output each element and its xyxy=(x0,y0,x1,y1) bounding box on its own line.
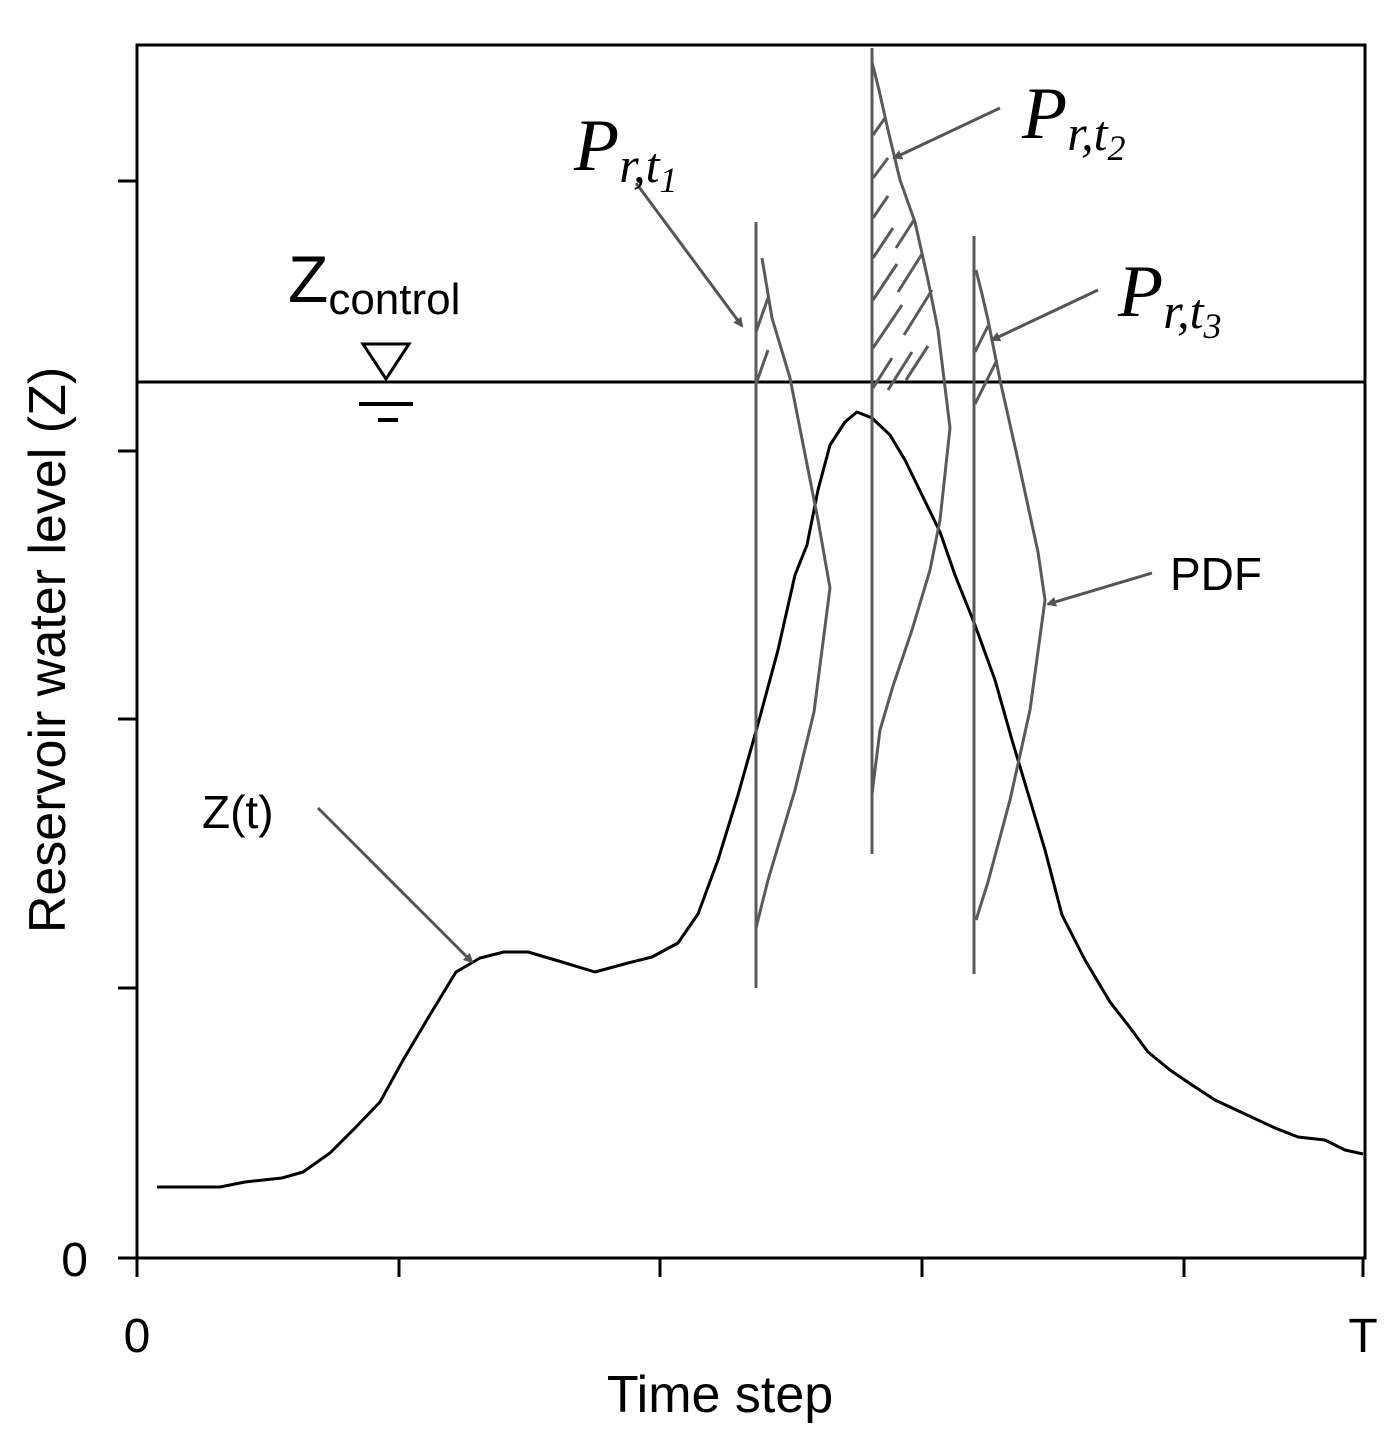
arrow-p2 xyxy=(892,106,1001,160)
y-ticks xyxy=(118,179,137,1260)
arrow-zt xyxy=(316,806,474,964)
pdf-t3-curve xyxy=(974,269,1047,921)
p-label-t3-base: P xyxy=(1117,251,1163,333)
y-axis-title: Reservoir water level (Z) xyxy=(19,367,77,933)
pdf-t1-hatch xyxy=(754,297,770,333)
z-control-label: Zcontrol xyxy=(288,242,460,324)
z-control-symbol: Z xyxy=(288,242,328,316)
pdf-label: PDF xyxy=(1170,548,1262,600)
y-tick-label-zero: 0 xyxy=(61,1234,88,1287)
z-control-subscript: control xyxy=(328,275,460,324)
p-label-t1-base: P xyxy=(573,105,619,187)
p-label-t3: Pr,t3 xyxy=(1117,251,1222,346)
water-level-curve xyxy=(157,410,1364,1189)
p-label-t3-sub: r,t xyxy=(1163,283,1204,339)
pdf-t2 xyxy=(870,48,952,854)
water-level-triangle-icon xyxy=(360,342,412,382)
p-label-t1-sub: r,t xyxy=(619,137,660,193)
x-tick-label-zero: 0 xyxy=(124,1310,151,1363)
x-ticks xyxy=(135,1258,1365,1277)
p-label-t1: Pr,t1 xyxy=(573,105,678,200)
x-axis-title: Time step xyxy=(607,1366,833,1424)
arrow-p1 xyxy=(634,182,744,328)
pdf-t2-hatching xyxy=(871,117,934,391)
p-label-t3-subsub: 3 xyxy=(1203,306,1222,346)
p-label-t2-base: P xyxy=(1021,73,1067,155)
x-tick-label-end: T xyxy=(1348,1310,1377,1363)
plot-frame xyxy=(135,43,1367,1260)
p-label-t2: Pr,t2 xyxy=(1021,73,1126,168)
annotation-arrows xyxy=(316,106,1153,964)
pdf-t1-curve xyxy=(754,257,832,929)
p-label-t1-subsub: 1 xyxy=(660,160,678,200)
curve-label: Z(t) xyxy=(202,786,274,838)
pdf-t3-hatch xyxy=(973,359,999,405)
arrow-p3 xyxy=(990,288,1099,342)
pdf-t1-hatch xyxy=(754,349,770,385)
pdf-t3-hatch xyxy=(973,325,990,353)
p-label-t2-sub: r,t xyxy=(1067,105,1108,161)
water-level-symbol xyxy=(359,342,413,422)
p-label-t2-subsub: 2 xyxy=(1108,128,1126,168)
pdf-t3 xyxy=(972,236,1047,974)
pdf-t1 xyxy=(754,222,832,988)
pdf-t2-curve xyxy=(870,61,952,795)
arrow-pdf xyxy=(1046,571,1153,607)
